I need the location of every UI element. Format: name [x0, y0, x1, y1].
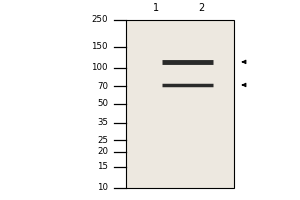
Text: 100: 100 [92, 63, 108, 72]
Text: 150: 150 [92, 42, 108, 51]
Text: 250: 250 [92, 15, 108, 24]
Text: 2: 2 [198, 3, 204, 13]
Text: 15: 15 [97, 162, 108, 171]
Text: 1: 1 [153, 3, 159, 13]
Text: 10: 10 [97, 184, 108, 192]
Text: 20: 20 [97, 147, 108, 156]
Text: 25: 25 [97, 136, 108, 145]
Text: 70: 70 [97, 82, 108, 91]
Bar [126, 20, 234, 188]
Text: 50: 50 [97, 99, 108, 108]
Text: 35: 35 [97, 118, 108, 127]
